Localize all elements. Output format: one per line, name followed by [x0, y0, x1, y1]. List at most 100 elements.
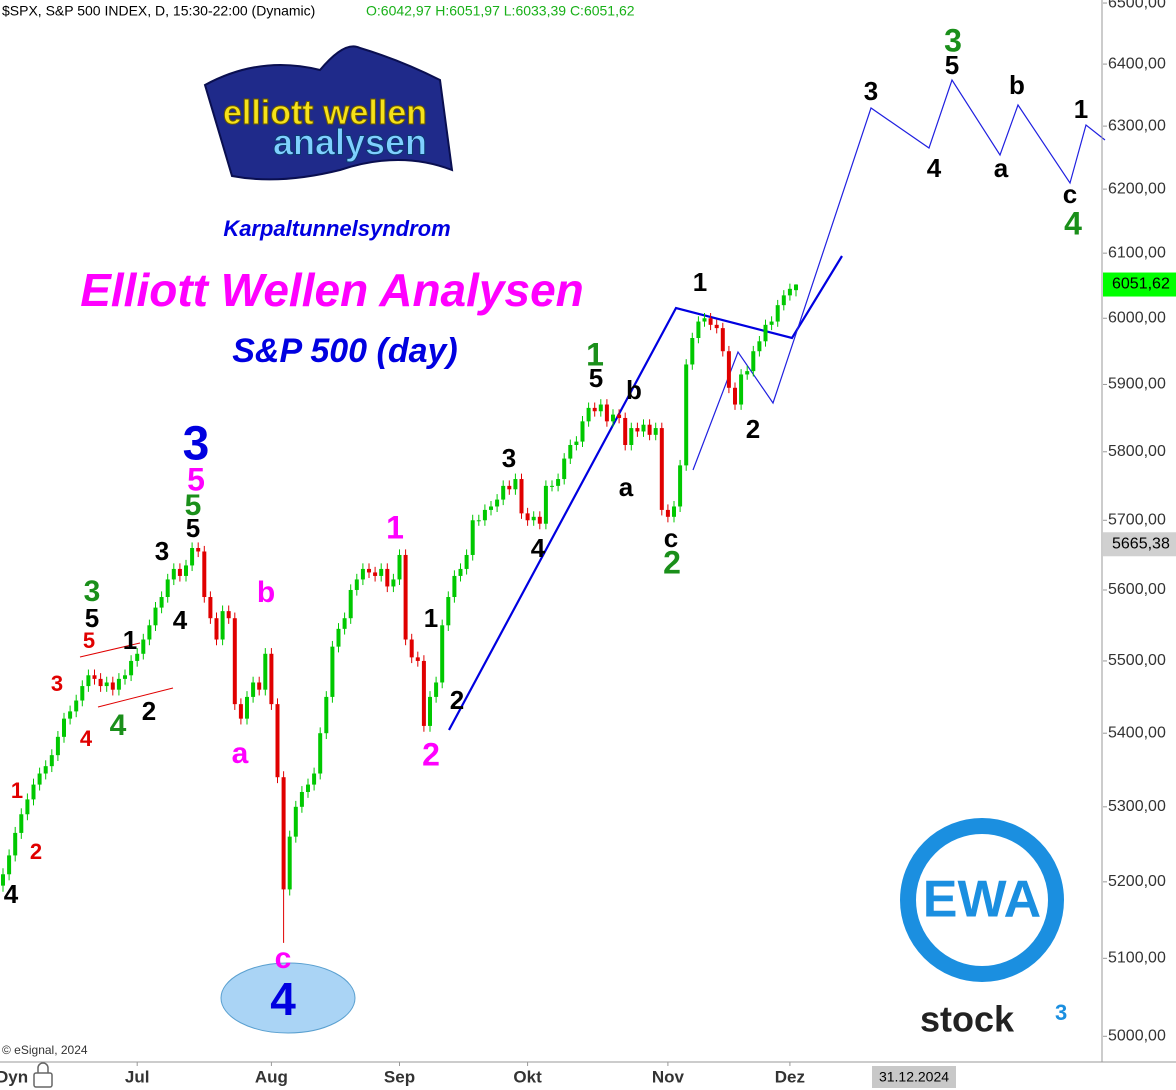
wave-label: 2 — [663, 544, 681, 580]
candle-body — [739, 374, 744, 405]
candle-body — [312, 773, 317, 785]
candle-body — [678, 465, 683, 507]
copyright: © eSignal, 2024 — [2, 1043, 88, 1057]
wave-label: 1 — [693, 267, 707, 297]
candle-body — [92, 675, 97, 679]
candle-body — [726, 351, 731, 388]
candle-body — [7, 855, 12, 875]
candle-body — [177, 568, 182, 576]
wave-label: c — [664, 523, 678, 553]
candle-body — [787, 288, 792, 296]
candle-body — [281, 777, 286, 890]
candle-body — [733, 387, 737, 405]
y-tick-label: 6400,00 — [1108, 55, 1166, 72]
candle-body — [397, 554, 402, 580]
brand-logo: EWA stock 3 — [900, 818, 1067, 1040]
wave-label: b — [1009, 70, 1025, 100]
x-tick-label: Nov — [652, 1067, 685, 1086]
candle-body — [592, 407, 597, 412]
wave-label: 3 — [51, 671, 63, 696]
candle-body — [245, 696, 249, 719]
wave-label: 3 — [155, 536, 169, 566]
brand-name: stock — [920, 999, 1015, 1040]
wave-label: 4 — [173, 605, 188, 635]
candle-body — [68, 711, 73, 719]
wave-label: 2 — [30, 839, 42, 864]
wave-label: 4 — [4, 879, 19, 909]
candle-body — [531, 516, 536, 521]
candle-body — [251, 682, 256, 697]
candle-body — [696, 321, 701, 339]
candle-body — [775, 305, 780, 322]
candle-body — [232, 618, 237, 705]
wave-label: 1 — [11, 778, 23, 803]
candle-body — [623, 417, 628, 445]
y-axis: 5000,00 5100,00 5200,00 5300,00 5400,00 5500,… — [1103, 0, 1170, 1045]
wave-label: 5 — [186, 513, 200, 543]
candle-body — [354, 579, 359, 590]
candle-body — [226, 611, 231, 619]
logo-text: analysen — [273, 122, 427, 163]
candle-body — [653, 428, 658, 435]
candle-body — [720, 328, 725, 352]
y-tick-label: 6200,00 — [1108, 180, 1166, 197]
candle-body — [794, 284, 798, 291]
candle-body — [568, 444, 573, 459]
wave-label: 4 — [531, 533, 546, 563]
candle-body — [464, 554, 469, 569]
candle-body — [665, 509, 670, 517]
candle-body — [476, 520, 481, 522]
candle-body — [537, 516, 542, 524]
candle-body — [336, 628, 341, 647]
brand-logo-text: EWA — [923, 871, 1041, 929]
candle-body — [214, 618, 219, 640]
y-tick-label: 5000,00 — [1108, 1028, 1166, 1045]
highlight-ellipse — [220, 962, 356, 1034]
candle-body — [1, 874, 5, 886]
candle-body — [171, 568, 176, 580]
y-tick-label: 5100,00 — [1108, 950, 1166, 967]
subtitle-top: Karpaltunnelsyndrom — [223, 216, 450, 241]
candle-body — [299, 791, 304, 807]
trend-line — [79, 642, 141, 658]
candle-body — [550, 485, 554, 487]
price-marker — [1103, 272, 1176, 297]
candle-body — [470, 520, 475, 555]
candle-body — [635, 428, 640, 432]
candle-body — [428, 696, 432, 726]
wave-label: a — [994, 153, 1009, 183]
y-tick-label: 6300,00 — [1108, 117, 1166, 134]
candle-body — [421, 660, 426, 726]
wave-label: 5 — [945, 50, 959, 80]
candle-body — [98, 678, 103, 687]
y-tick-label: 5700,00 — [1108, 511, 1166, 528]
candle-body — [714, 324, 719, 329]
wave-label: c — [1063, 179, 1077, 209]
candle-body — [19, 814, 24, 833]
candle-body — [617, 414, 622, 418]
price-marker — [1103, 532, 1176, 557]
wave-label: 2 — [422, 736, 440, 772]
wave-label: b — [257, 576, 275, 609]
candle-body — [543, 485, 548, 524]
candle-body — [489, 506, 493, 510]
y-tick-label: 6100,00 — [1108, 244, 1166, 261]
y-tick-label: 5500,00 — [1108, 652, 1166, 669]
x-tick-label: Aug — [255, 1067, 288, 1086]
x-tick-label: Jul — [125, 1067, 150, 1086]
x-tick-label: Sep — [384, 1067, 415, 1086]
candle-body — [708, 318, 713, 325]
candle-body — [318, 733, 323, 774]
wave-label: 3 — [864, 76, 878, 106]
candle-body — [647, 424, 652, 435]
candle-body — [659, 428, 664, 510]
candle-body — [110, 682, 115, 690]
candle-body — [446, 597, 451, 626]
candle-body — [330, 646, 335, 697]
wave-label: c — [275, 942, 292, 975]
candle-body — [141, 639, 146, 654]
candle-body — [208, 597, 213, 619]
candle-body — [757, 341, 762, 352]
candle-body — [25, 799, 30, 815]
candle-body — [641, 424, 646, 432]
